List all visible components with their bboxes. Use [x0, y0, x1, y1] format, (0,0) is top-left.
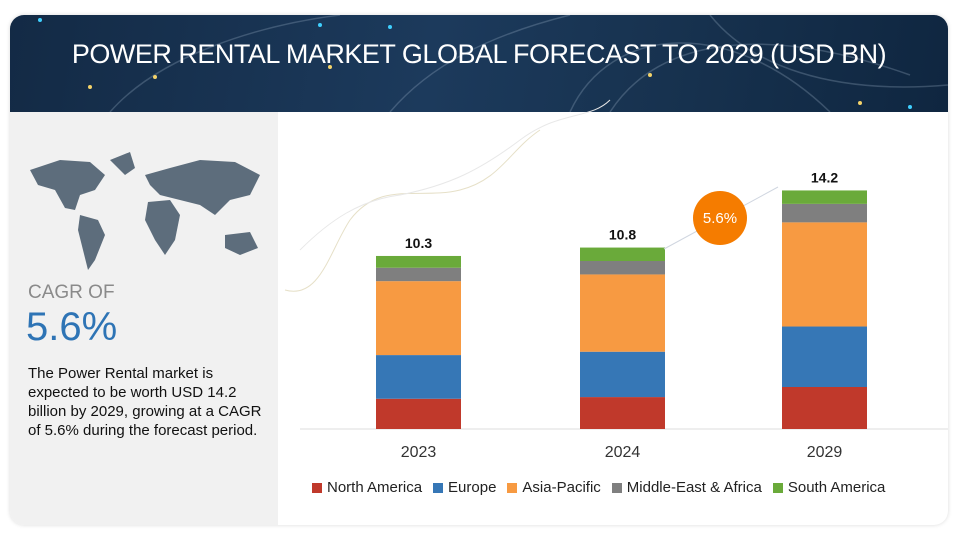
legend-swatch — [312, 482, 322, 493]
bar-segment-south-america-2023 — [376, 255, 461, 268]
legend-item-asia-pacific: Asia-Pacific — [507, 479, 601, 496]
total-label-2023: 10.3 — [405, 235, 432, 251]
total-label-2024: 10.8 — [609, 227, 636, 243]
cagr-value: 5.6% — [26, 305, 118, 349]
bar-segment-europe-2024 — [580, 351, 665, 398]
bar-segment-asia-pacific-2024 — [580, 274, 665, 352]
x-tick-label-2023: 2023 — [401, 444, 437, 461]
x-tick-label-2029: 2029 — [807, 444, 843, 461]
chart-legend: North America Europe Asia-Pacific Middle-Ea… — [312, 479, 896, 496]
cagr-label: CAGR OF — [28, 282, 115, 303]
bar-segment-north-america-2029 — [782, 387, 867, 429]
cagr-bubble — [693, 191, 747, 245]
legend-item-middle-east-africa: Middle-East & Africa — [611, 479, 762, 496]
network-background — [38, 15, 948, 112]
bar-segment-asia-pacific-2029 — [782, 222, 867, 327]
market-description: The Power Rental market is expected to b… — [28, 365, 262, 439]
total-label-2029: 14.2 — [811, 169, 838, 185]
summary-panel: CAGR OF 5.6% The Power Rental market is … — [10, 112, 278, 525]
bar-segment-north-america-2024 — [580, 397, 665, 429]
legend-swatch — [507, 482, 518, 493]
legend-label: North America — [327, 479, 423, 496]
legend-item-south-america: South America — [772, 479, 886, 496]
legend-label: Middle-East & Africa — [626, 479, 762, 496]
bar-segment-north-america-2023 — [376, 398, 461, 429]
legend-label: South America — [787, 479, 886, 496]
cagr-bubble-label: 5.6% — [703, 210, 737, 227]
legend-swatch — [611, 482, 622, 493]
legend-item-europe: Europe — [433, 479, 496, 496]
bar-segment-middle-east-africa-2029 — [782, 203, 867, 223]
bar-segment-middle-east-africa-2023 — [376, 267, 461, 282]
legend-label: Europe — [448, 479, 497, 496]
x-tick-label-2024: 2024 — [605, 444, 641, 461]
bar-segment-south-america-2024 — [580, 247, 665, 261]
bar-segment-europe-2029 — [782, 326, 867, 387]
page-title: POWER RENTAL MARKET GLOBAL FORECAST TO 2… — [71, 39, 887, 69]
bar-segment-asia-pacific-2023 — [376, 281, 461, 356]
bar-segment-europe-2023 — [376, 355, 461, 399]
legend-swatch — [433, 482, 444, 493]
world-map-icon — [30, 152, 260, 270]
header-banner: POWER RENTAL MARKET GLOBAL FORECAST TO 2… — [10, 15, 948, 112]
bar-segment-middle-east-africa-2024 — [580, 261, 665, 275]
legend-item-north-america: North America — [312, 479, 422, 496]
bar-segment-south-america-2029 — [782, 190, 867, 204]
legend-label: Asia-Pacific — [522, 479, 601, 496]
legend-swatch — [772, 482, 783, 493]
